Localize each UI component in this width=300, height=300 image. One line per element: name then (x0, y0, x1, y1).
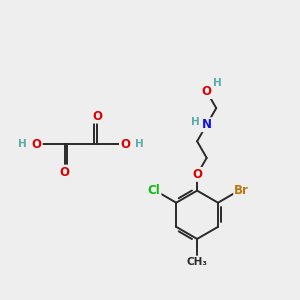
Text: CH₃: CH₃ (187, 257, 208, 268)
Text: H: H (191, 117, 200, 128)
Text: H: H (213, 78, 221, 88)
Text: O: O (120, 138, 130, 151)
Text: O: O (92, 110, 102, 123)
Text: O: O (192, 168, 202, 181)
Text: O: O (32, 138, 42, 151)
Text: Br: Br (234, 184, 249, 197)
Text: O: O (60, 166, 70, 178)
Text: H: H (17, 139, 26, 149)
Text: Cl: Cl (148, 184, 160, 197)
Text: O: O (202, 85, 212, 98)
Text: N: N (202, 118, 212, 131)
Text: H: H (135, 139, 144, 149)
